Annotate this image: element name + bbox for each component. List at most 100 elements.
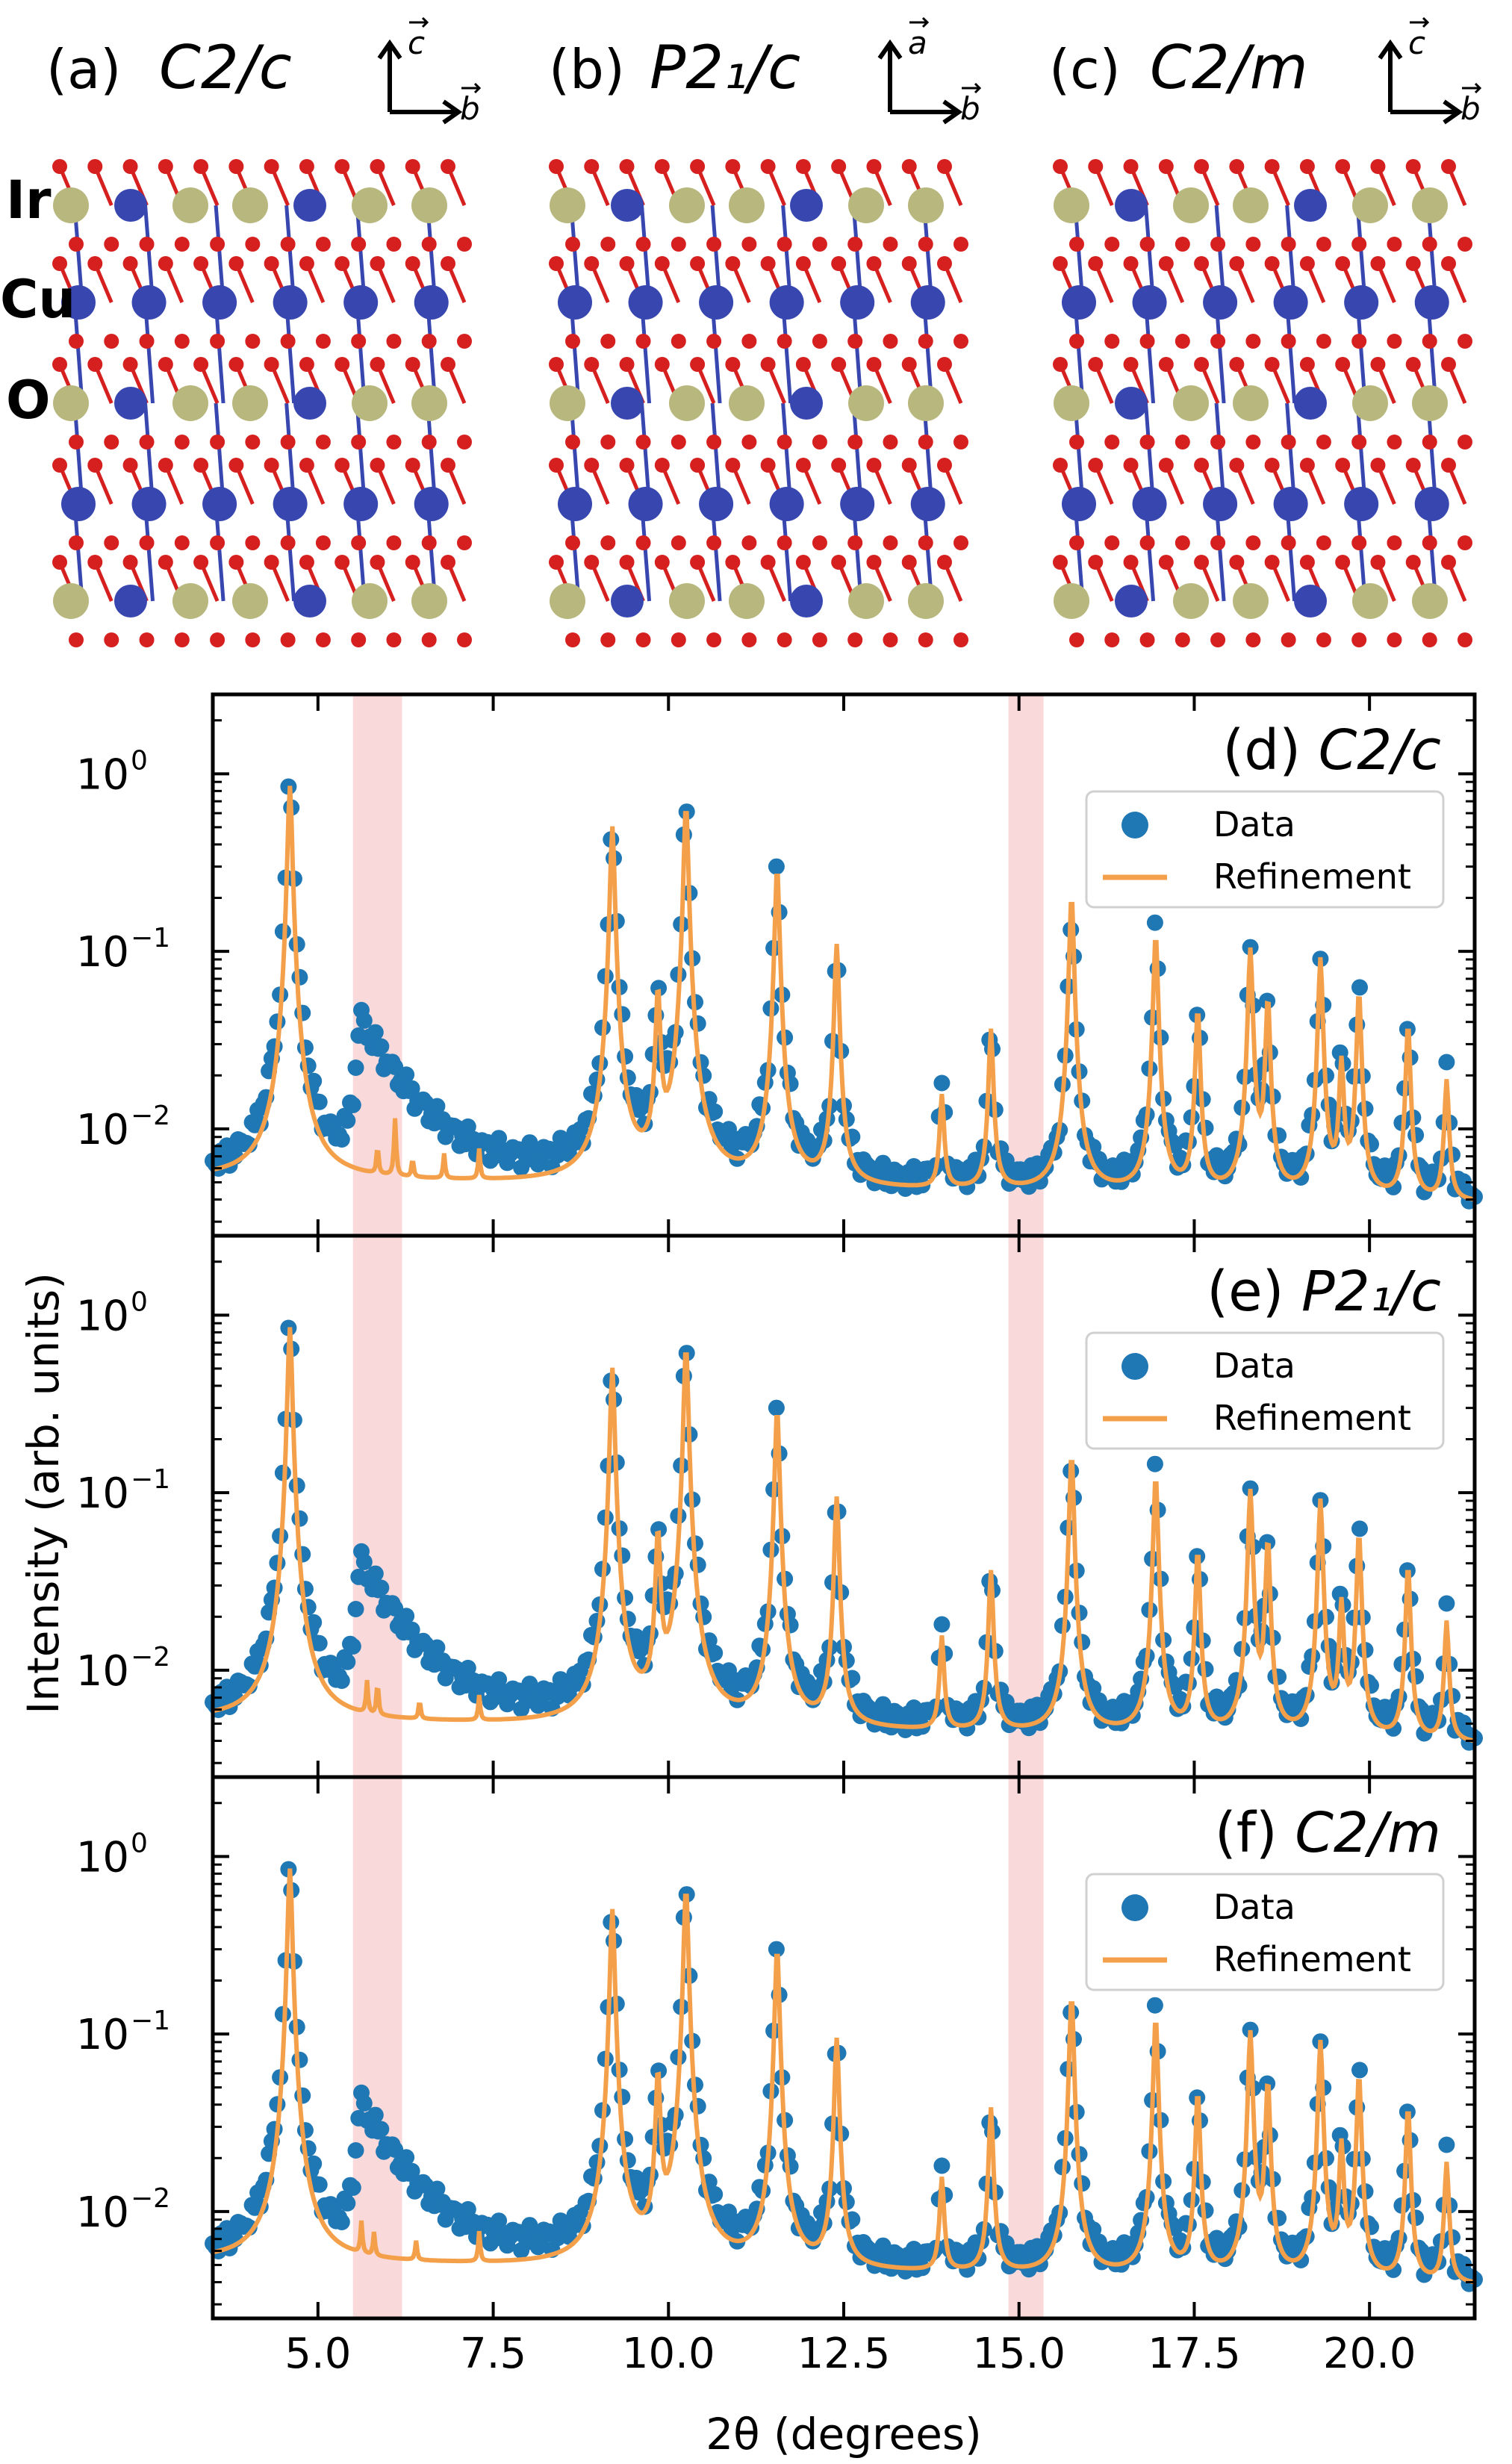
oxygen-atom xyxy=(600,435,616,449)
oxygen-atom xyxy=(210,632,225,647)
oxygen-atom xyxy=(1158,555,1174,570)
oxygen-atom xyxy=(706,334,722,349)
data-point xyxy=(768,1399,785,1416)
oxygen-atom xyxy=(370,458,385,473)
axis-triad-a: c b xyxy=(377,16,482,127)
iridium-atom xyxy=(352,187,388,223)
oxygen-atom xyxy=(1387,237,1402,252)
copper-atom xyxy=(558,285,592,320)
data-point xyxy=(650,2062,668,2079)
oxygen-atom xyxy=(158,159,173,174)
oxygen-atom xyxy=(1175,237,1190,252)
oxygen-atom xyxy=(1351,334,1367,349)
oxygen-atom xyxy=(52,159,67,174)
oxygen-atom xyxy=(104,632,119,647)
oxygen-atom xyxy=(549,458,564,473)
oxygen-atom xyxy=(1351,435,1367,449)
oxygen-atom xyxy=(104,237,119,252)
iridium-atom xyxy=(1352,583,1388,619)
structure-c xyxy=(1053,159,1472,647)
oxygen-atom xyxy=(122,458,138,473)
iridium-atom xyxy=(1054,583,1089,619)
data-point xyxy=(491,2212,508,2230)
oxygen-atom xyxy=(866,357,882,372)
oxygen-atom xyxy=(1370,458,1386,473)
oxygen-atom xyxy=(87,159,103,174)
data-point xyxy=(398,1066,415,1083)
structure-header-c: (c) C2/m xyxy=(1049,33,1308,102)
oxygen-atom xyxy=(158,256,173,271)
oxygen-atom xyxy=(104,334,119,349)
oxygen-atom xyxy=(264,555,279,570)
iridium-atom xyxy=(53,583,89,619)
oxygen-atom xyxy=(953,632,968,647)
iridium-atom xyxy=(1054,385,1089,421)
oxygen-atom xyxy=(777,535,792,550)
oxygen-atom xyxy=(635,435,651,449)
structure-a xyxy=(52,159,472,647)
iridium-atom xyxy=(669,187,705,223)
iridium-atom xyxy=(729,583,765,619)
copper-atom xyxy=(628,487,663,521)
oxygen-atom xyxy=(315,632,331,647)
y-tick-exponent: −1 xyxy=(131,2006,170,2036)
oxygen-atom xyxy=(441,555,455,570)
copper-atom xyxy=(202,285,237,320)
space-group: C2/m xyxy=(1150,33,1308,102)
data-point xyxy=(768,858,785,875)
x-tick-label: 12.5 xyxy=(797,2330,891,2378)
oxygen-atom xyxy=(1316,632,1331,647)
copper-atom xyxy=(611,189,644,222)
oxygen-atom xyxy=(635,632,651,647)
oxygen-atom xyxy=(1370,555,1386,570)
iridium-atom xyxy=(172,583,208,619)
oxygen-atom xyxy=(1229,357,1245,372)
copper-atom xyxy=(769,487,804,521)
data-point xyxy=(367,1024,384,1041)
copper-atom xyxy=(699,487,734,521)
oxygen-atom xyxy=(1069,632,1084,647)
oxygen-atom xyxy=(1229,555,1245,570)
oxygen-atom xyxy=(671,535,686,550)
oxygen-atom xyxy=(1104,334,1120,349)
oxygen-atom xyxy=(635,535,651,550)
oxygen-atom xyxy=(457,535,472,550)
data-point xyxy=(721,1121,737,1138)
oxygen-atom xyxy=(1229,159,1245,174)
oxygen-atom xyxy=(315,334,331,349)
data-point xyxy=(1146,914,1163,931)
oxygen-atom xyxy=(299,159,314,174)
copper-atom xyxy=(1203,285,1238,320)
oxygen-atom xyxy=(52,458,67,473)
oxygen-atom xyxy=(245,334,261,349)
iridium-atom xyxy=(1352,385,1388,421)
copper-atom xyxy=(1203,487,1238,521)
oxygen-atom xyxy=(1104,435,1120,449)
data-point xyxy=(459,1659,476,1676)
data-point xyxy=(296,1039,314,1057)
oxygen-atom xyxy=(441,357,455,372)
oxygen-atom xyxy=(264,159,279,174)
data-point xyxy=(521,2217,538,2234)
oxygen-atom xyxy=(584,458,600,473)
oxygen-atom xyxy=(228,357,244,372)
copper-atom xyxy=(1294,387,1327,420)
oxygen-atom xyxy=(953,535,968,550)
oxygen-atom xyxy=(883,435,898,449)
iridium-atom xyxy=(1054,187,1089,223)
iridium-atom xyxy=(1412,583,1448,619)
oxygen-atom xyxy=(299,555,314,570)
oxygen-atom xyxy=(777,237,792,252)
structure-label: (b) xyxy=(549,38,625,101)
iridium-atom xyxy=(729,187,765,223)
oxygen-atom xyxy=(1264,159,1280,174)
copper-atom xyxy=(61,285,96,320)
copper-atom xyxy=(699,285,734,320)
oxygen-atom xyxy=(1441,159,1456,174)
data-point xyxy=(521,1134,538,1151)
oxygen-atom xyxy=(1229,256,1245,271)
copper-atom xyxy=(114,387,147,420)
oxygen-atom xyxy=(335,458,350,473)
oxygen-atom xyxy=(1139,535,1155,550)
iridium-atom xyxy=(1233,583,1269,619)
